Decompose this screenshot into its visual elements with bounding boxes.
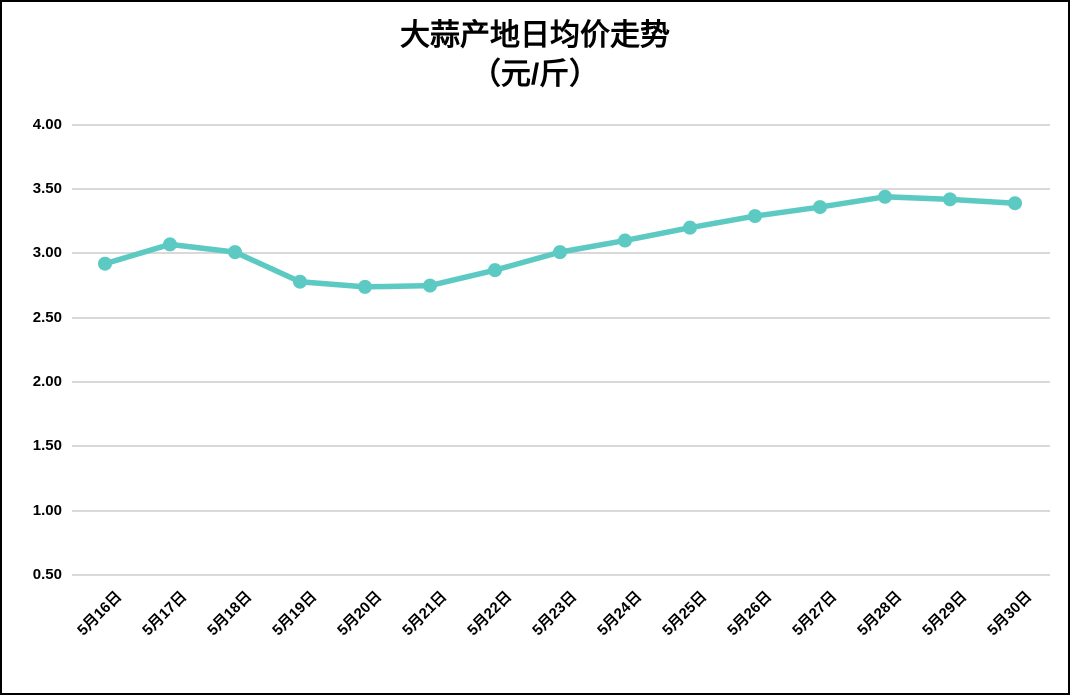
y-axis-tick-label: 2.50 (32, 308, 62, 326)
data-point-marker (163, 237, 177, 252)
data-point-marker (618, 233, 632, 248)
price-line (102, 194, 1018, 290)
gridline (72, 316, 1050, 319)
y-axis-tick-label: 1.00 (32, 501, 62, 519)
gridline (72, 381, 1050, 384)
gridline (72, 252, 1050, 255)
y-axis-tick-label: 3.50 (32, 180, 62, 198)
data-point-marker (1008, 196, 1022, 211)
data-point-marker (358, 279, 372, 294)
gridline (72, 445, 1050, 448)
chart-title-line2: （元/斤） (470, 58, 600, 91)
data-point-marker (98, 256, 112, 271)
y-axis-tick-label: 1.50 (32, 437, 62, 455)
data-point-marker (813, 200, 827, 215)
data-point-marker (748, 209, 762, 224)
chart-title: 大蒜产地日均价走势 （元/斤） (2, 16, 1068, 94)
data-point-marker (423, 278, 437, 293)
data-point-marker (488, 263, 502, 278)
y-axis-tick-label: 3.00 (32, 244, 62, 262)
data-point-marker (293, 274, 307, 289)
data-point-marker (683, 220, 697, 235)
gridline (72, 123, 1050, 126)
gridline (72, 188, 1050, 191)
gridline (72, 509, 1050, 512)
data-point-marker (943, 192, 957, 207)
data-point-marker (878, 189, 892, 204)
y-axis-tick-label: 0.50 (32, 566, 62, 584)
chart-title-line1: 大蒜产地日均价走势 (400, 19, 670, 52)
y-axis-tick-label: 2.00 (32, 373, 62, 391)
gridline (72, 574, 1050, 577)
y-axis-tick-label: 4.00 (32, 115, 62, 133)
